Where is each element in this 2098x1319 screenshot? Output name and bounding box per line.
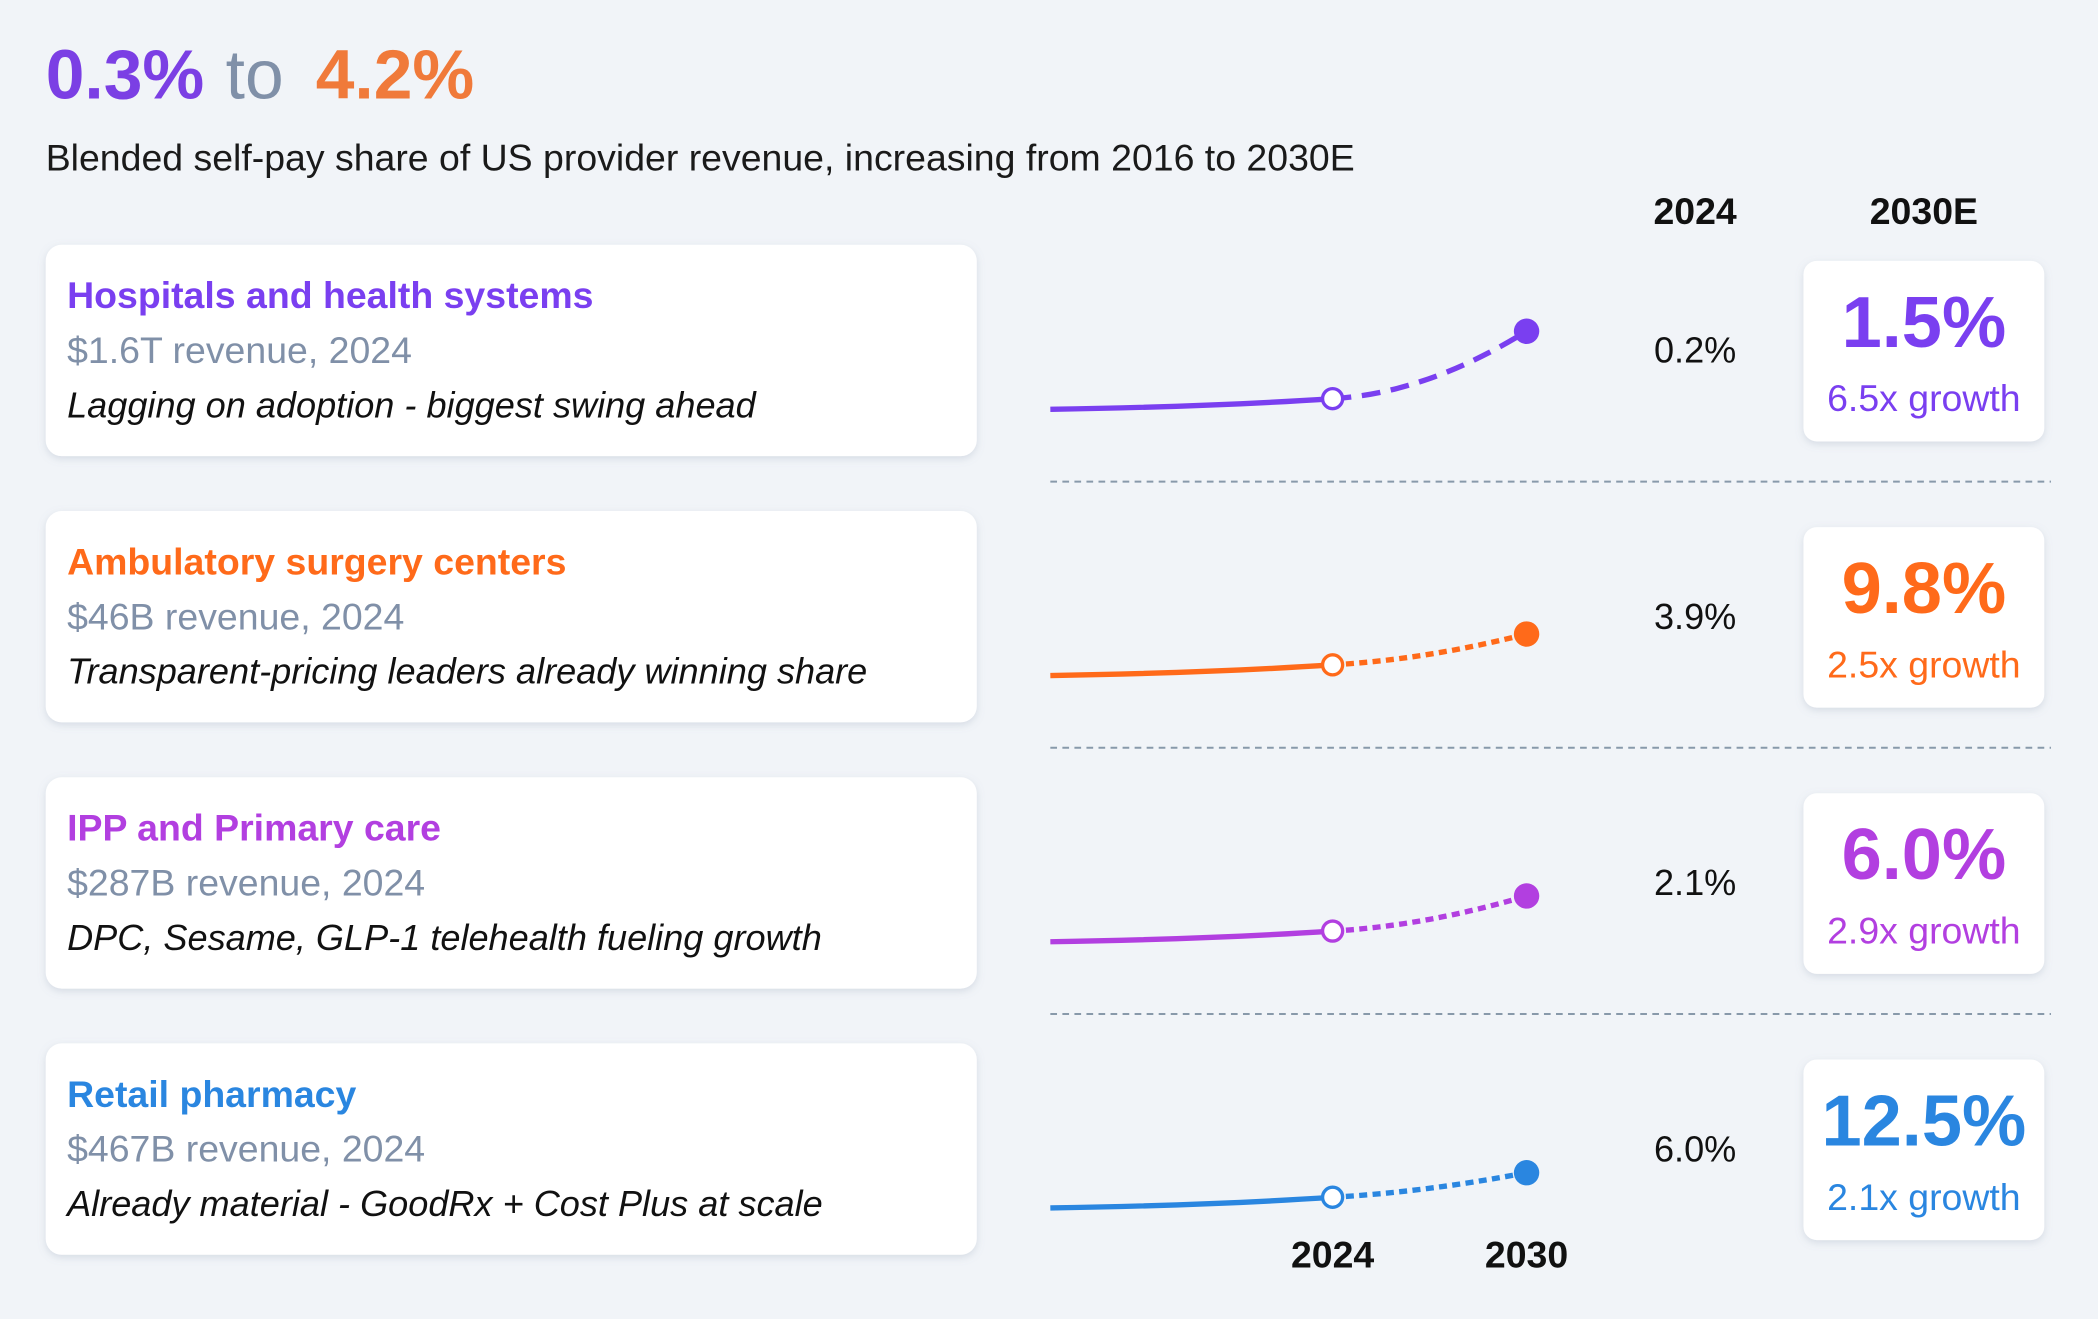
row-title: Hospitals and health systems — [67, 274, 593, 316]
row-card — [45, 1043, 977, 1255]
growth: 2.1x growth — [1827, 1176, 2021, 1218]
row-revenue: $287B revenue, 2024 — [67, 861, 425, 903]
value-card — [1803, 793, 2045, 974]
row-revenue: $46B revenue, 2024 — [67, 595, 404, 637]
projection-line — [1332, 328, 1528, 402]
row-card — [45, 244, 977, 457]
history-line — [1050, 395, 1333, 413]
column-header: 2030E — [1870, 190, 1978, 232]
row-note: Transparent-pricing leaders already winn… — [67, 651, 867, 692]
headline-from: 0.3% — [46, 36, 205, 114]
headline: 0.3% to 4.2% — [46, 36, 475, 114]
value-2024: 3.9% — [1654, 596, 1736, 637]
row-card — [45, 777, 977, 989]
value-2024: 0.2% — [1654, 330, 1736, 371]
point-2030 — [1513, 318, 1540, 344]
growth: 2.5x growth — [1827, 643, 2021, 685]
headline-to: 4.2% — [316, 36, 475, 114]
subtitle: Blended self-pay share of US provider re… — [46, 136, 1355, 178]
point-2030 — [1513, 1160, 1540, 1186]
row-note: DPC, Sesame, GLP-1 telehealth fueling gr… — [67, 917, 822, 958]
row-title: Ambulatory surgery centers — [67, 540, 566, 582]
growth: 6.5x growth — [1827, 377, 2021, 419]
projection-line — [1332, 1170, 1528, 1200]
history-line — [1050, 662, 1333, 679]
projection-line — [1332, 631, 1528, 668]
x-label: 2024 — [1291, 1233, 1374, 1275]
value-2024: 2.1% — [1654, 862, 1736, 903]
row-revenue: $467B revenue, 2024 — [67, 1128, 425, 1170]
growth: 2.9x growth — [1827, 910, 2021, 952]
value-2030: 1.5% — [1842, 283, 2007, 363]
row-revenue: $1.6T revenue, 2024 — [67, 329, 412, 371]
x-label: 2030 — [1485, 1233, 1568, 1275]
row-card — [45, 511, 977, 723]
value-2024: 6.0% — [1654, 1128, 1736, 1169]
value-2030: 12.5% — [1821, 1081, 2026, 1161]
point-2024 — [1320, 653, 1345, 677]
headline-connector: to — [226, 36, 284, 114]
row-title: IPP and Primary care — [67, 807, 441, 849]
value-card — [1803, 1059, 2045, 1241]
point-2024 — [1320, 386, 1345, 411]
point-2030 — [1513, 883, 1540, 909]
row-note: Lagging on adoption - biggest swing ahea… — [67, 385, 758, 426]
history-line — [1050, 928, 1333, 945]
value-card — [1803, 260, 2045, 442]
point-2030 — [1513, 621, 1540, 647]
point-2024 — [1320, 1185, 1345, 1209]
value-2030: 9.8% — [1842, 549, 2007, 629]
value-card — [1803, 527, 2045, 708]
column-header: 2024 — [1653, 190, 1736, 232]
row-note: Already material - GoodRx + Cost Plus at… — [65, 1183, 823, 1224]
row-title: Retail pharmacy — [67, 1073, 356, 1115]
projection-line — [1332, 893, 1528, 934]
point-2024 — [1320, 919, 1345, 943]
history-line — [1050, 1194, 1333, 1211]
value-2030: 6.0% — [1842, 815, 2007, 895]
